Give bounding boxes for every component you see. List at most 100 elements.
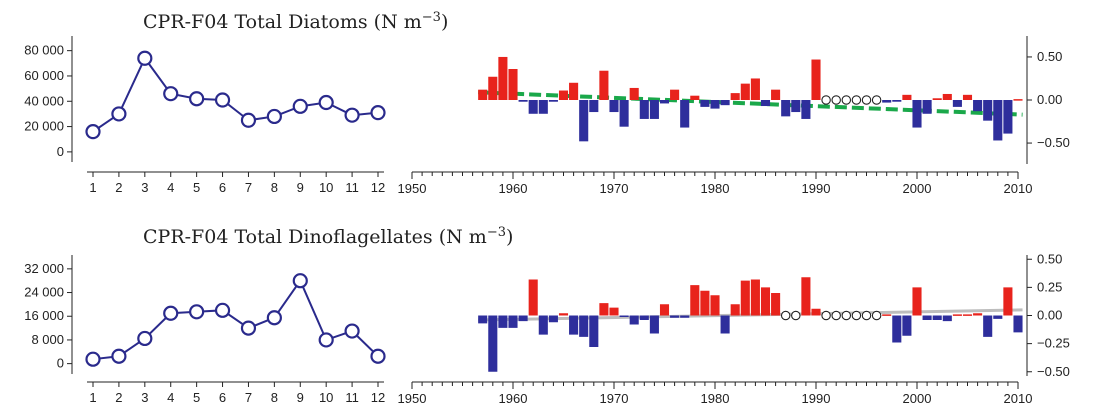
monthly-y-tick-label: 24 000 — [24, 285, 64, 300]
missing-year-marker — [851, 310, 862, 321]
anomaly-bar — [973, 313, 983, 316]
anomaly-bar — [619, 100, 629, 127]
monthly-x-tick-label: 4 — [167, 390, 174, 405]
monthly-y-tick-label: 16 000 — [24, 308, 64, 323]
monthly-line — [92, 56, 379, 133]
anomaly-bar — [962, 94, 973, 100]
monthly-point — [292, 98, 308, 114]
anomaly-x-tick-label: 1960 — [499, 181, 528, 196]
monthly-point — [85, 351, 101, 367]
monthly-x-tick-label: 2 — [115, 390, 122, 405]
monthly-point — [266, 108, 282, 125]
anomaly-y-tick-label: −0.50 — [1037, 364, 1070, 379]
monthly-point — [137, 330, 153, 347]
anomaly-bar — [700, 100, 710, 107]
anomaly-x-tick-label: 1980 — [701, 391, 730, 406]
monthly-y-tick-label: 32 000 — [24, 261, 64, 276]
monthly-x-tick-label: 6 — [219, 390, 226, 405]
anomaly-x-tick-label: 1950 — [398, 181, 427, 196]
anomaly-bar — [579, 315, 589, 337]
anomaly-bar — [973, 100, 983, 112]
monthly-point — [370, 105, 386, 121]
anomaly-bar — [599, 70, 609, 100]
anomaly-bar — [609, 100, 619, 113]
anomaly-bar — [639, 100, 649, 119]
anomaly-bar — [680, 315, 690, 318]
monthly-point — [163, 86, 179, 102]
anomaly-bar — [579, 100, 589, 142]
anomaly-bar — [983, 100, 993, 121]
anomaly-x-tick-label: 2010 — [1004, 181, 1033, 196]
anomaly-y-tick-label: 0.00 — [1037, 92, 1062, 107]
monthly-y-tick-label: 60 000 — [24, 68, 64, 83]
monthly-point — [111, 106, 127, 122]
monthly-y-tick-label: 80 000 — [24, 43, 64, 58]
monthly-x-tick-label: 10 — [319, 180, 333, 195]
monthly-point — [214, 92, 231, 108]
monthly-x-tick-label: 11 — [345, 390, 359, 405]
anomaly-y-tick-label: 0.00 — [1037, 308, 1062, 323]
anomaly-bar — [760, 287, 771, 316]
anomaly-bar — [771, 89, 781, 100]
anomaly-bar — [508, 315, 518, 328]
monthly-point — [240, 320, 257, 336]
anomaly-bar — [791, 100, 801, 113]
anomaly-bar — [801, 277, 811, 316]
anomaly-y-tick-label: −0.25 — [1037, 336, 1070, 351]
monthly-x-tick-label: 5 — [193, 180, 200, 195]
anomaly-bar — [710, 100, 720, 109]
anomaly-bar — [892, 100, 902, 102]
monthly-y-tick-label: 0 — [57, 356, 64, 371]
monthly-line — [92, 278, 379, 361]
anomaly-x-tick-label: 1980 — [701, 181, 730, 196]
anomaly-bar — [1013, 99, 1023, 101]
anomaly-bar — [740, 280, 750, 316]
diatoms-panel: CPR-F04 Total Diatoms (N m−3) 0 20 000 40 0… — [24, 10, 1070, 197]
anomaly-bar — [518, 315, 528, 322]
anomaly-bar — [659, 304, 670, 316]
anomaly-bar — [720, 315, 730, 334]
monthly-x-tick-label: 11 — [345, 180, 359, 195]
monthly-point — [318, 94, 334, 111]
anomaly-bar — [993, 100, 1003, 141]
monthly-point — [292, 273, 308, 289]
anomaly-bar — [670, 89, 680, 100]
anomaly-bar — [558, 90, 569, 100]
anomaly-bar — [952, 314, 962, 316]
anomaly-bar — [488, 315, 498, 372]
anomaly-bar — [962, 314, 973, 316]
anomaly-bar — [629, 315, 639, 325]
missing-year-marker — [871, 310, 882, 321]
anomaly-bar — [538, 100, 548, 114]
monthly-y-tick-label: 40 000 — [24, 93, 64, 108]
anomaly-bar — [478, 89, 488, 100]
anomaly-bar — [1003, 287, 1013, 316]
anomaly-bar — [730, 304, 740, 316]
monthly-y-tick-label: 20 000 — [24, 119, 64, 134]
missing-year-marker — [861, 95, 872, 105]
anomaly-bar — [558, 313, 569, 316]
anomaly-bar — [690, 285, 700, 316]
anomaly-bar — [771, 293, 781, 316]
anomaly-bar — [649, 100, 659, 119]
monthly-x-tick-label: 1 — [89, 180, 96, 195]
anomaly-bar — [781, 100, 791, 117]
anomaly-bar — [750, 279, 760, 316]
anomaly-x-tick-label: 1990 — [802, 391, 831, 406]
monthly-point — [214, 302, 231, 318]
monthly-point — [189, 91, 205, 107]
missing-year-marker — [841, 310, 852, 321]
anomaly-bar — [882, 314, 892, 316]
anomaly-trend-line — [478, 90, 1023, 117]
anomaly-bar — [700, 290, 710, 316]
anomaly-y-tick-label: 0.50 — [1037, 49, 1062, 64]
anomaly-bar — [488, 76, 498, 100]
anomaly-bar — [498, 56, 508, 100]
anomaly-bar — [811, 59, 821, 100]
anomaly-bar — [589, 100, 599, 113]
anomaly-bar — [528, 100, 538, 114]
anomaly-bar — [659, 100, 670, 104]
anomaly-bar — [720, 100, 730, 106]
monthly-x-tick-label: 8 — [271, 180, 278, 195]
